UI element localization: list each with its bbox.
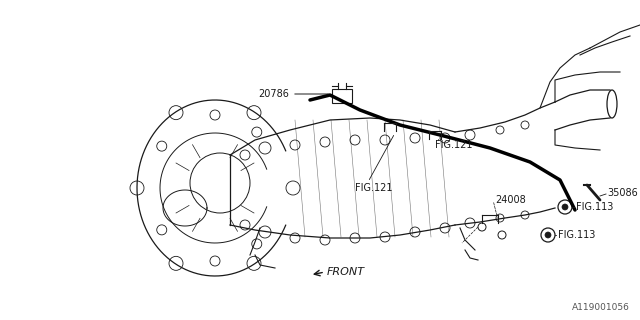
Circle shape	[545, 232, 551, 238]
Text: FIG.121: FIG.121	[435, 140, 472, 150]
Text: FIG.113: FIG.113	[558, 230, 595, 240]
Text: FIG.121: FIG.121	[355, 183, 392, 193]
Text: A119001056: A119001056	[572, 303, 630, 312]
Circle shape	[562, 204, 568, 210]
Text: 24008: 24008	[495, 195, 525, 205]
Text: FRONT: FRONT	[327, 267, 365, 277]
Text: FIG.113: FIG.113	[576, 202, 613, 212]
Bar	[332, 89, 352, 103]
Text: 20786: 20786	[258, 89, 289, 99]
Text: 35086: 35086	[607, 188, 637, 198]
